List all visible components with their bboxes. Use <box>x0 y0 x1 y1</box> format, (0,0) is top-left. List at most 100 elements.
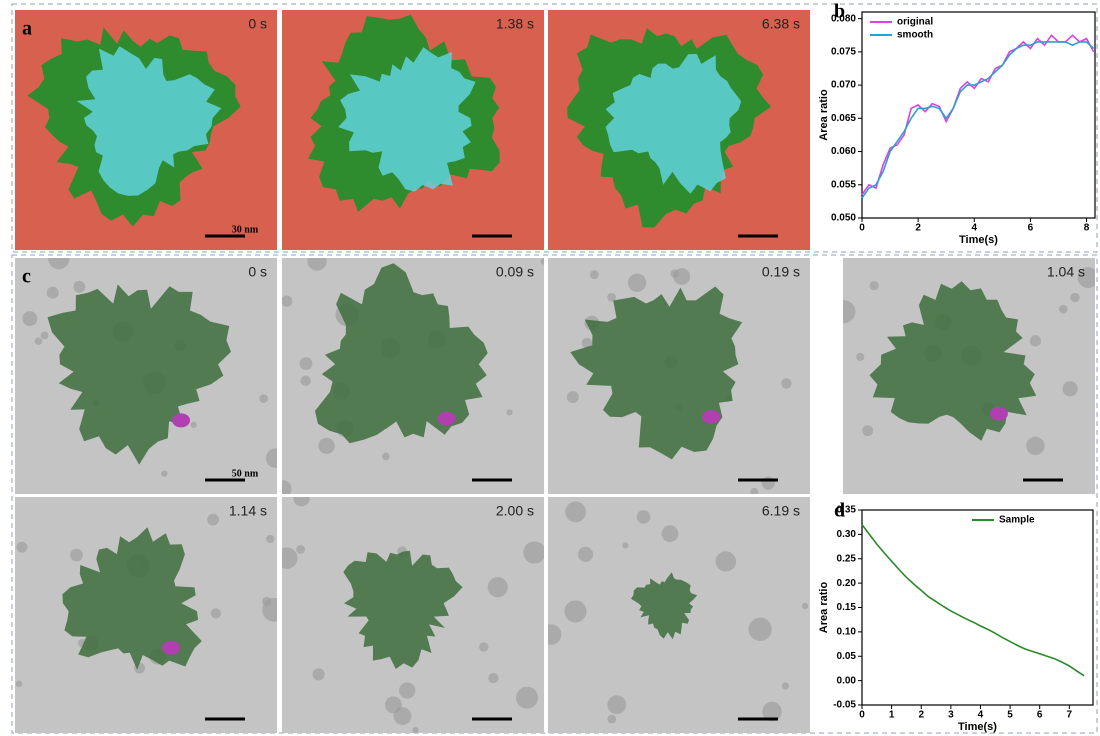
x-tick-label: 1 <box>889 710 895 721</box>
spot <box>670 270 678 278</box>
time-label: 0 s <box>248 16 267 32</box>
spot <box>211 608 221 618</box>
inclusion <box>990 407 1008 421</box>
time-label: 6.38 s <box>762 16 800 32</box>
scale-bar-label: 50 nm <box>232 468 259 479</box>
figure: 0 s1.38 s6.38 sa30 nm0 s0.09 s0.19 s1.04… <box>0 0 1100 736</box>
y-tick-label: 0.00 <box>837 675 857 686</box>
spot <box>567 391 579 403</box>
spot <box>276 547 298 569</box>
y-tick-label: 0.075 <box>831 47 856 58</box>
x-tick-label: 8 <box>1084 223 1090 234</box>
spot <box>488 673 498 683</box>
spot <box>507 409 513 415</box>
spot <box>301 375 311 385</box>
y-axis-title: Area ratio <box>818 582 830 634</box>
y-tick-label: 0.35 <box>837 505 857 516</box>
spot <box>296 545 305 554</box>
spot <box>300 357 313 370</box>
micrograph <box>274 251 546 497</box>
y-axis-title: Area ratio <box>818 89 830 141</box>
y-tick-label: 0.20 <box>837 578 857 589</box>
plot-frame <box>862 510 1093 705</box>
x-tick-label: 0 <box>859 710 865 721</box>
spot <box>578 547 593 562</box>
inclusion <box>162 641 180 655</box>
micrograph <box>541 497 810 733</box>
spot <box>781 378 791 388</box>
inclusion <box>172 413 190 427</box>
x-tick-label: 5 <box>1007 710 1013 721</box>
spot <box>516 687 538 709</box>
x-tick-label: 4 <box>978 710 984 721</box>
spot <box>870 281 879 290</box>
y-tick-label: 0.10 <box>837 627 857 638</box>
spot <box>750 488 758 496</box>
spot <box>48 248 69 269</box>
spot <box>399 682 415 698</box>
spot <box>1059 305 1068 314</box>
time-label: 1.04 s <box>1047 264 1085 280</box>
spot <box>190 422 196 428</box>
spot <box>832 300 855 323</box>
panel-label: a <box>22 18 32 40</box>
inclusion <box>702 410 720 424</box>
spot <box>488 577 508 597</box>
y-tick-label: 0.060 <box>831 146 856 157</box>
spot <box>47 287 59 299</box>
time-label: 6.19 s <box>762 503 800 519</box>
spot <box>312 668 324 680</box>
x-tick-label: 7 <box>1067 710 1073 721</box>
time-label: 1.38 s <box>496 16 534 32</box>
spot <box>748 618 771 641</box>
spot <box>607 695 626 714</box>
y-tick-label: 0.055 <box>831 179 856 190</box>
spot <box>16 542 27 553</box>
x-tick-label: 0 <box>859 223 865 234</box>
inclusion <box>438 412 456 426</box>
spot <box>73 281 85 293</box>
y-tick-label: 0.15 <box>837 602 857 613</box>
x-tick-label: 4 <box>972 223 978 234</box>
time-label: 2.00 s <box>496 503 534 519</box>
spot <box>382 453 390 461</box>
micrograph <box>832 258 1098 494</box>
spot <box>22 311 37 326</box>
legend-label: original <box>897 17 933 28</box>
legend-label: smooth <box>897 30 933 41</box>
spot <box>637 510 651 524</box>
spot <box>622 542 628 548</box>
y-tick-label: 0.050 <box>831 213 856 224</box>
spot <box>207 514 219 526</box>
x-tick-label: 6 <box>1028 223 1034 234</box>
x-tick-label: 2 <box>915 223 921 234</box>
spot <box>412 727 418 733</box>
x-tick-label: 6 <box>1037 710 1043 721</box>
spot <box>266 535 274 543</box>
spot <box>16 681 22 687</box>
time-label: 1.14 s <box>229 503 267 519</box>
time-label: 0.09 s <box>496 264 534 280</box>
spot <box>540 258 546 264</box>
legend-label: Sample <box>999 515 1035 526</box>
spot <box>802 603 808 609</box>
spot <box>862 425 873 436</box>
spot <box>590 270 599 279</box>
y-tick-label: -0.05 <box>833 700 856 711</box>
spot <box>523 541 545 563</box>
y-tick-label: 0.065 <box>831 113 856 124</box>
spot <box>856 353 864 361</box>
spot <box>1062 381 1077 396</box>
spot <box>35 337 42 344</box>
scale-bar-label: 30 nm <box>232 224 259 235</box>
x-axis-title: Time(s) <box>958 721 997 733</box>
spot <box>307 251 326 270</box>
spot <box>565 502 586 523</box>
micrograph <box>15 497 286 733</box>
plot-frame <box>862 12 1095 218</box>
y-tick-label: 0.30 <box>837 529 857 540</box>
y-tick-label: 0.070 <box>831 80 856 91</box>
spot <box>281 295 292 306</box>
spot <box>259 394 268 403</box>
spot <box>41 332 49 340</box>
